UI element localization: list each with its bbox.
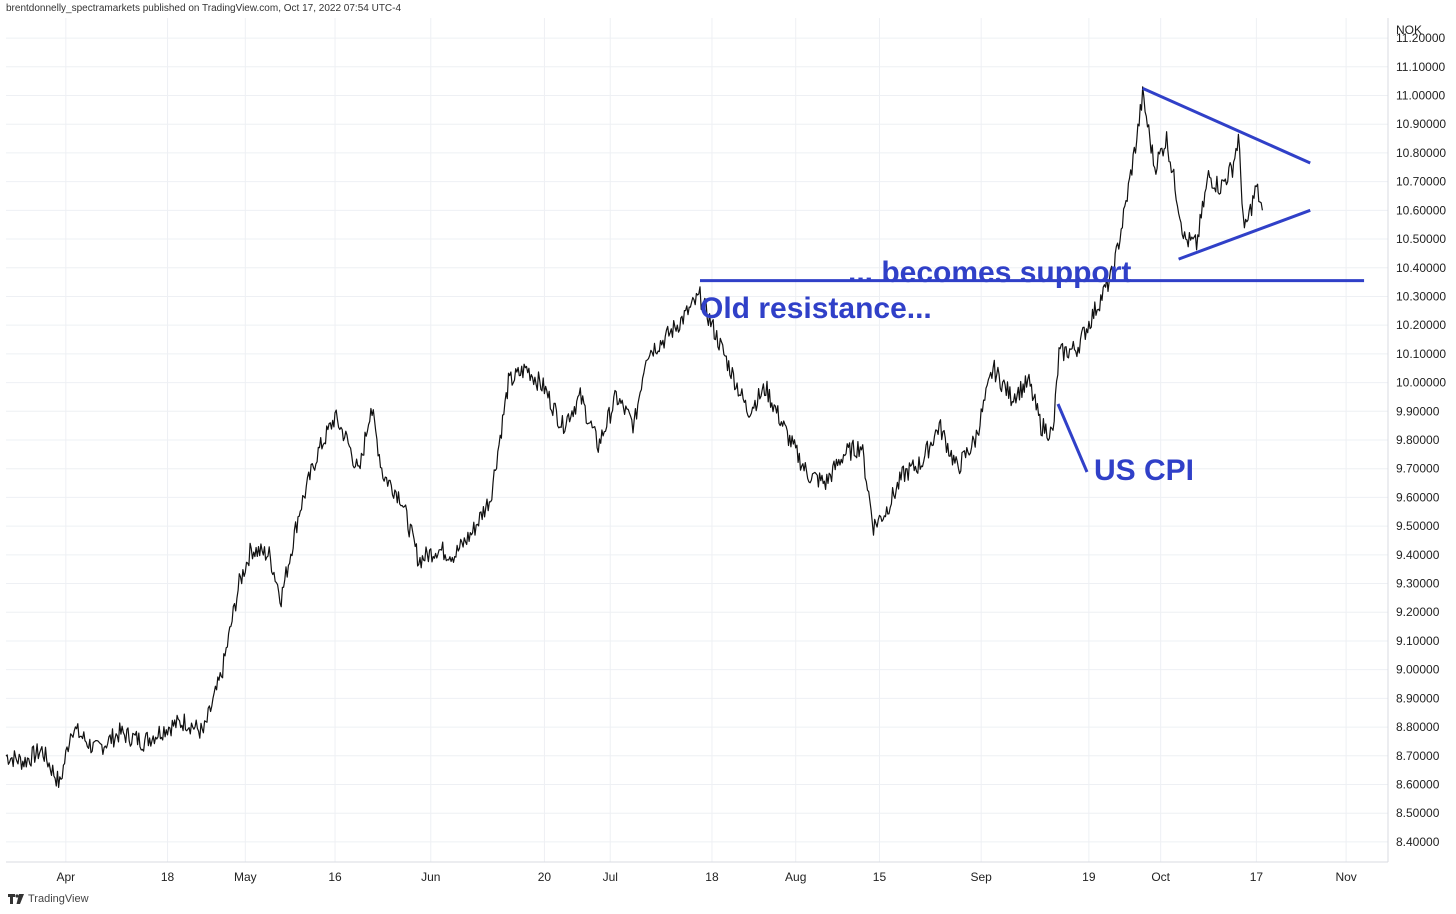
- y-tick-label: 8.50000: [1396, 806, 1440, 820]
- y-tick-label: 9.50000: [1396, 519, 1440, 533]
- y-tick-label: 10.30000: [1396, 289, 1446, 303]
- y-tick-label: 9.40000: [1396, 548, 1440, 562]
- y-tick-label: 10.80000: [1396, 146, 1446, 160]
- x-tick-label: 20: [538, 870, 552, 884]
- tradingview-brand: TradingView: [28, 893, 89, 905]
- y-axis-ticks: 11.20000 11.10000 11.00000 10.90000 10.80000…: [1396, 31, 1446, 849]
- publisher-attribution: brentdonnelly_spectramarkets published o…: [6, 3, 402, 14]
- x-tick-label: Jun: [421, 870, 440, 884]
- annotations: Old resistance...... becomes support US C…: [699, 86, 1365, 487]
- becomes-support-label: ... becomes support: [848, 256, 1131, 289]
- x-tick-label: 15: [873, 870, 887, 884]
- triangle-upper-line: [1142, 86, 1311, 165]
- y-tick-label: 10.00000: [1396, 376, 1446, 390]
- y-tick-label: 8.70000: [1396, 749, 1440, 763]
- y-tick-label: 10.70000: [1396, 175, 1446, 189]
- y-tick-label: 11.00000: [1396, 89, 1445, 103]
- y-tick-label: 10.60000: [1396, 203, 1446, 217]
- y-tick-label: 9.10000: [1396, 634, 1440, 648]
- chart-grid: [6, 18, 1388, 862]
- y-tick-label: 9.80000: [1396, 433, 1440, 447]
- x-tick-label: 18: [705, 870, 719, 884]
- x-tick-label: Jul: [603, 870, 618, 884]
- x-axis-ticks: Apr 18 May 16 Jun 20 Jul 18 Aug 15 Sep 19 Oct 17 Nov: [56, 870, 1356, 884]
- currency-label: NOK: [1396, 23, 1422, 37]
- y-tick-label: 9.60000: [1396, 490, 1440, 504]
- y-tick-label: 9.20000: [1396, 605, 1440, 619]
- x-tick-label: 17: [1250, 870, 1264, 884]
- y-tick-label: 8.40000: [1396, 835, 1440, 849]
- x-tick-label: Sep: [970, 870, 992, 884]
- y-tick-label: 8.90000: [1396, 691, 1440, 705]
- y-tick-label: 11.10000: [1396, 60, 1445, 74]
- old-resistance-label: Old resistance...: [700, 292, 932, 325]
- x-tick-label: Aug: [785, 870, 806, 884]
- y-tick-label: 10.50000: [1396, 232, 1446, 246]
- y-tick-label: 10.10000: [1396, 347, 1446, 361]
- tradingview-footer: TradingView: [8, 893, 89, 905]
- y-tick-label: 9.90000: [1396, 404, 1440, 418]
- x-tick-label: 16: [328, 870, 342, 884]
- y-tick-label: 8.60000: [1396, 777, 1440, 791]
- y-tick-label: 9.00000: [1396, 663, 1440, 677]
- y-tick-label: 10.40000: [1396, 261, 1446, 275]
- x-tick-label: 18: [161, 870, 175, 884]
- triangle-lower-line: [1178, 208, 1311, 261]
- x-tick-label: May: [234, 870, 257, 884]
- x-tick-label: Oct: [1151, 870, 1170, 884]
- y-tick-label: 9.70000: [1396, 462, 1440, 476]
- y-tick-label: 8.80000: [1396, 720, 1440, 734]
- y-tick-label: 11.20000: [1396, 31, 1445, 45]
- price-series-line: [5, 86, 1263, 788]
- x-tick-label: Nov: [1335, 870, 1356, 884]
- us-cpi-label: US CPI: [1094, 454, 1194, 487]
- y-tick-label: 10.90000: [1396, 117, 1446, 131]
- tradingview-logo-icon: [8, 894, 24, 904]
- x-tick-label: Apr: [56, 870, 75, 884]
- y-tick-label: 10.20000: [1396, 318, 1446, 332]
- x-tick-label: 19: [1082, 870, 1096, 884]
- us-cpi-callout-line: [1056, 403, 1089, 473]
- y-tick-label: 9.30000: [1396, 577, 1440, 591]
